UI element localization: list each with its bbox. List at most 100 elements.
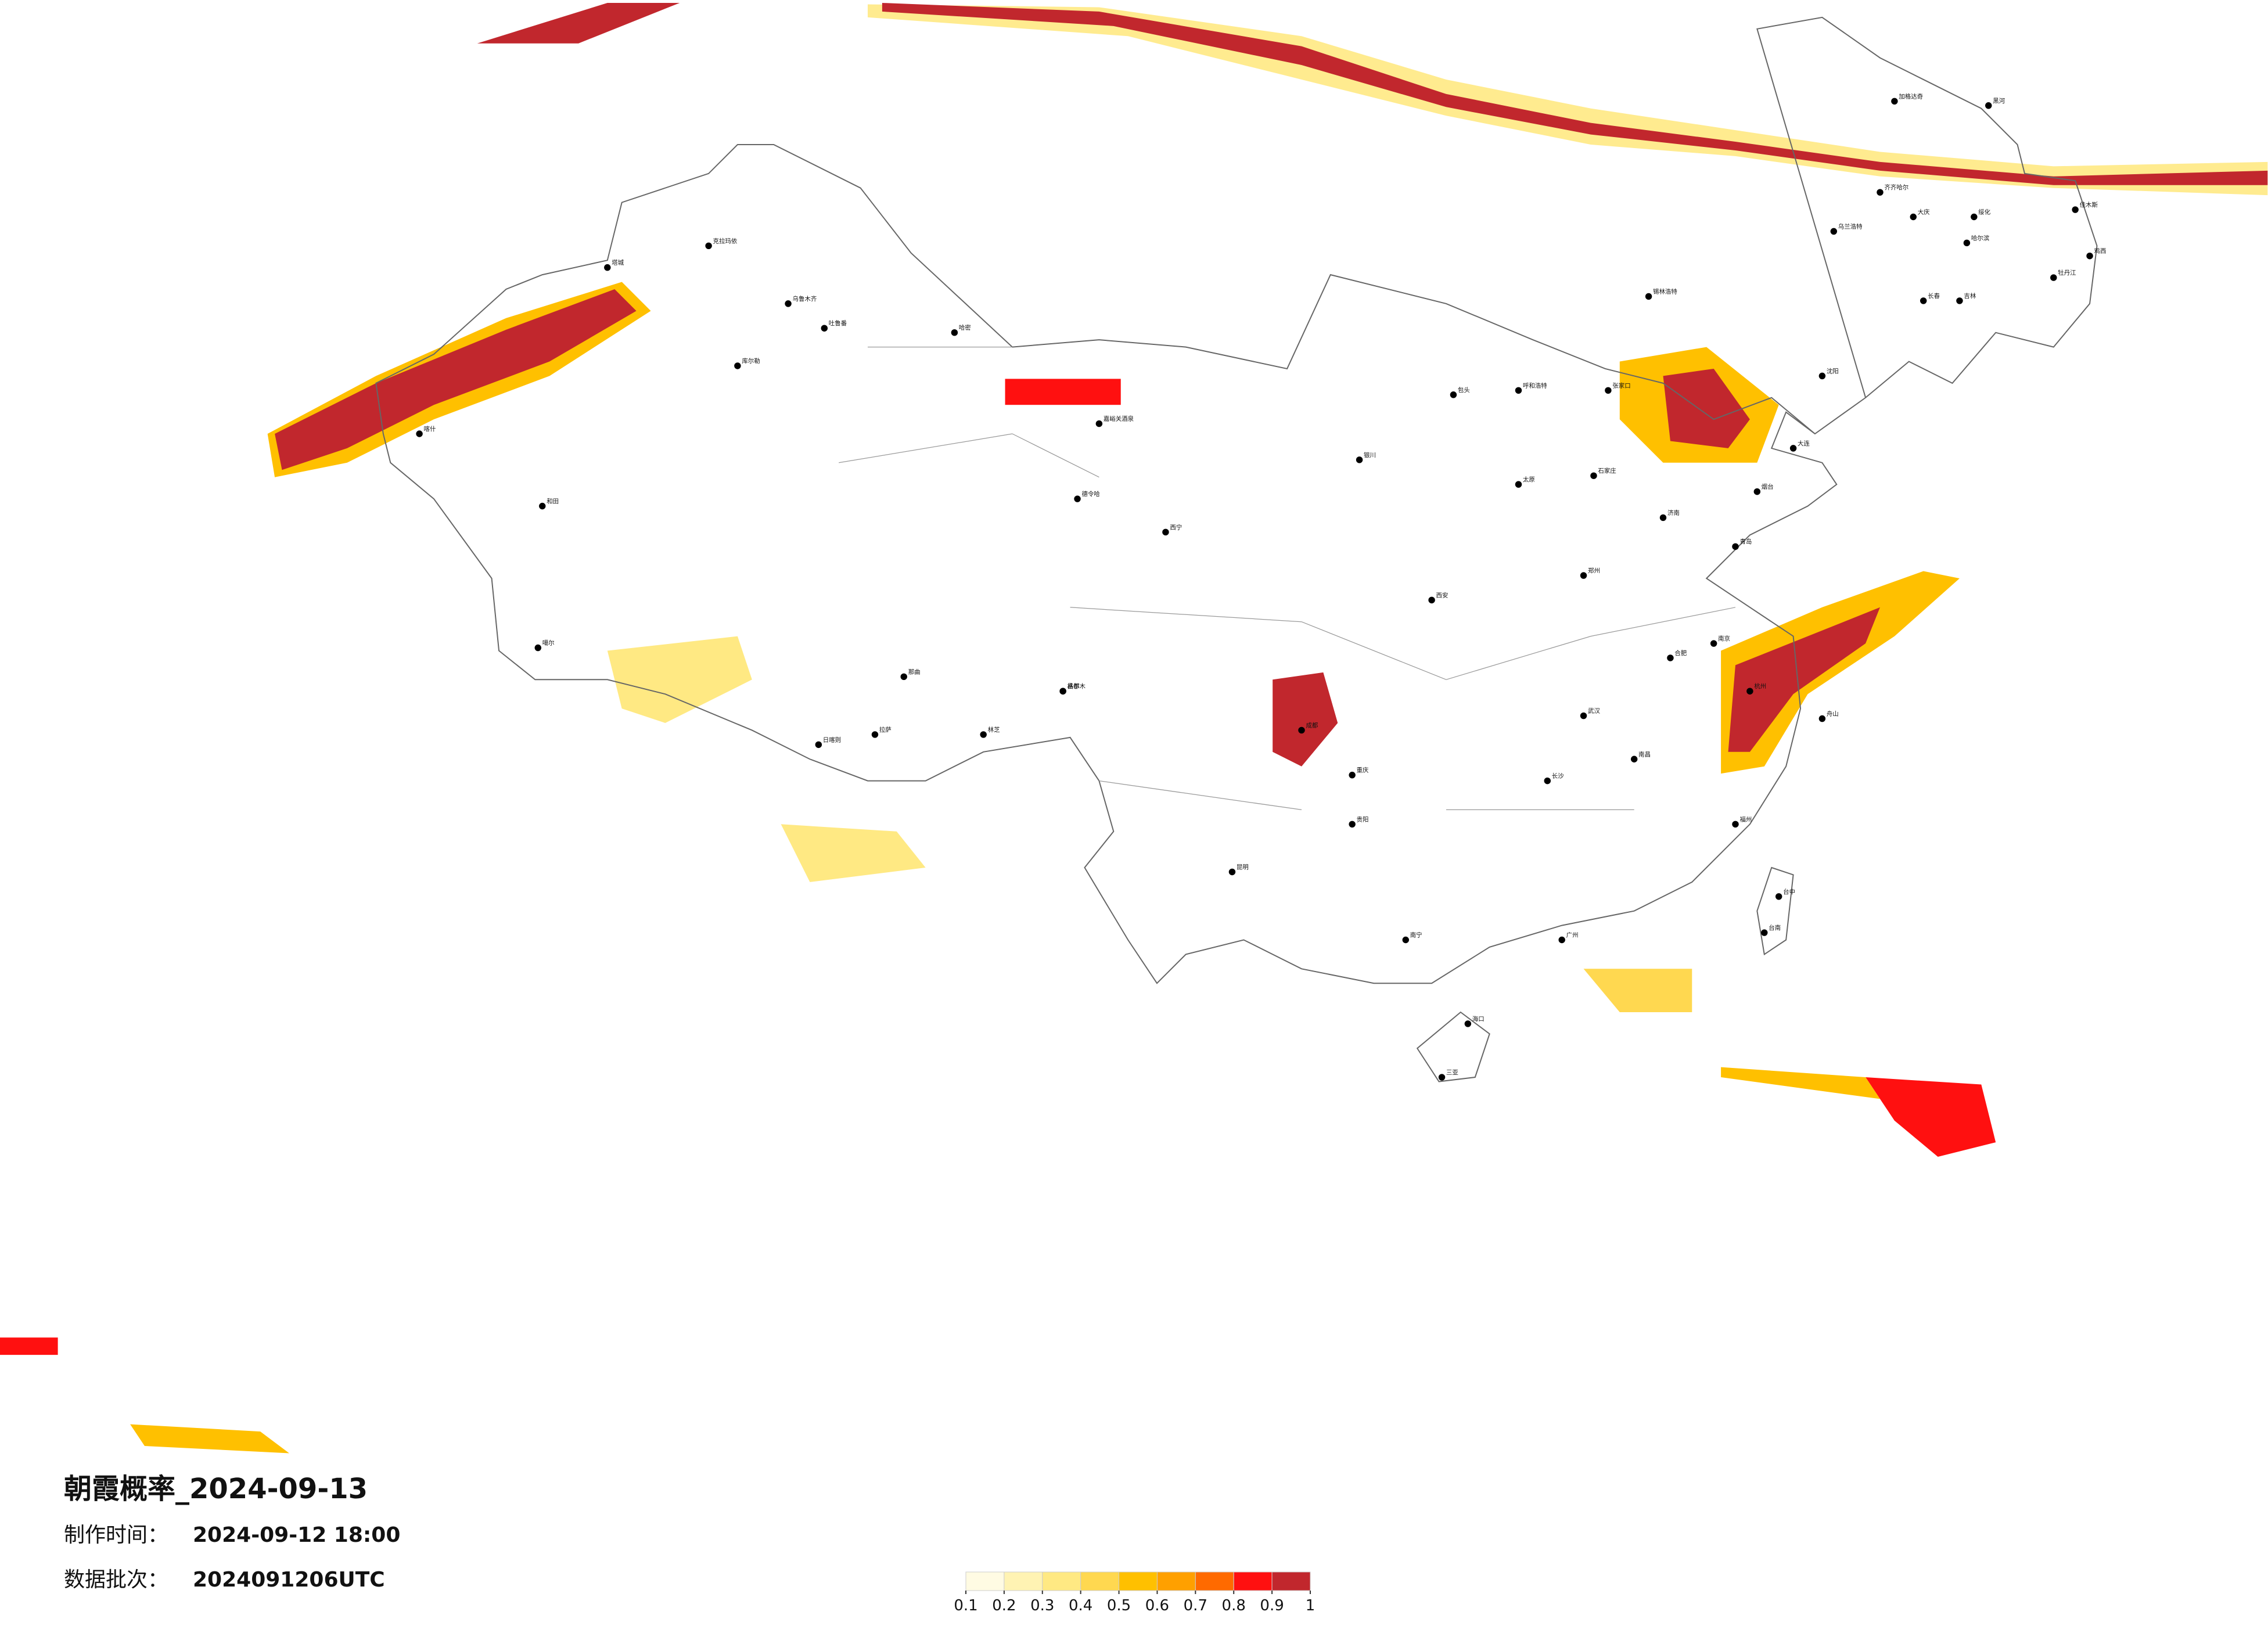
- city-label: 台南: [1769, 924, 1781, 931]
- city-label: 锡林浩特: [1653, 287, 1677, 295]
- city-dot: [1761, 929, 1768, 936]
- city-dot: [1590, 472, 1597, 479]
- colorbar-tick-label: 1: [1306, 1597, 1315, 1614]
- city-label: 大连: [1798, 440, 1810, 447]
- city-dot: [871, 731, 879, 738]
- city-dot: [705, 242, 712, 250]
- city-label: 济南: [1667, 509, 1680, 516]
- city-dot: [1775, 893, 1782, 900]
- city-dot: [1963, 239, 1971, 247]
- city-dot: [2050, 274, 2057, 281]
- city-dot: [1659, 514, 1667, 521]
- city-label: 塔城: [612, 259, 624, 267]
- city-label: 南昌: [1638, 750, 1651, 758]
- colorbar-bin: [1271, 1571, 1311, 1591]
- city-dot: [1910, 213, 1917, 221]
- map-title: 朝霞概率_2024-09-13: [64, 1473, 368, 1505]
- city-label: 拉萨: [879, 726, 892, 733]
- city-label: 海口: [1472, 1015, 1485, 1023]
- island-outline: [1416, 866, 1794, 1082]
- city-dot: [1228, 868, 1236, 876]
- city-dot: [951, 329, 958, 336]
- city-label: 青岛: [1739, 538, 1752, 545]
- city-label: 绥化: [1978, 208, 1990, 216]
- city-dot: [1450, 391, 1457, 398]
- city-label: 沈阳: [1827, 367, 1839, 375]
- city-dot: [1438, 1074, 1446, 1081]
- colorbar-tick-label: 0.1: [954, 1597, 977, 1614]
- colorbar-bin: [1156, 1571, 1196, 1591]
- city-label: 昌都: [1067, 683, 1080, 690]
- city-dot: [416, 430, 423, 437]
- city-dot: [1059, 688, 1066, 695]
- city-dot: [1464, 1020, 1472, 1027]
- city-dot: [1818, 715, 1826, 722]
- city-dot: [1515, 481, 1522, 488]
- city-dot: [1605, 387, 1612, 394]
- city-label: 杭州: [1754, 682, 1766, 690]
- city-dot: [1645, 293, 1652, 300]
- city-label: 乌兰浩特: [1838, 222, 1863, 230]
- city-dot: [534, 644, 542, 652]
- colorbar-bin: [1004, 1571, 1043, 1591]
- colorbar: 0.1 0.2 0.3 0.4 0.5 0.6 0.7 0.8 0.9 1: [954, 1571, 1315, 1614]
- city-label: 南宁: [1410, 931, 1422, 939]
- city-dot: [539, 502, 546, 510]
- probability-field: [0, 2, 2268, 1454]
- colorbar-tick-label: 0.5: [1107, 1597, 1131, 1614]
- city-label: 林芝: [988, 726, 1000, 733]
- city-dot: [900, 673, 907, 681]
- city-label: 吉林: [1964, 292, 1976, 300]
- colorbar-tick-label: 0.9: [1260, 1597, 1284, 1614]
- city-dot: [1710, 640, 1717, 647]
- city-dot: [1920, 297, 1927, 304]
- city-dot: [1789, 445, 1797, 452]
- city-dot: [1746, 688, 1753, 695]
- city-dot: [1818, 372, 1826, 380]
- city-label: 包头: [1458, 386, 1470, 394]
- colorbar-tick-label: 0.8: [1222, 1597, 1246, 1614]
- city-label: 乌鲁木齐: [793, 295, 817, 303]
- city-label: 库尔勒: [742, 357, 760, 365]
- city-label: 烟台: [1762, 483, 1774, 491]
- city-dot: [1162, 528, 1169, 536]
- city-dot: [1891, 98, 1898, 105]
- city-label: 合肥: [1674, 649, 1687, 657]
- city-label: 克拉玛依: [713, 237, 738, 244]
- city-dot: [1877, 189, 1884, 196]
- city-label: 噶尔: [542, 639, 555, 647]
- city-label: 大庆: [1918, 208, 1930, 216]
- city-label: 呼和浩特: [1523, 382, 1547, 389]
- city-label: 郑州: [1588, 567, 1600, 574]
- city-label: 石家庄: [1598, 467, 1616, 474]
- city-label: 齐齐哈尔: [1884, 184, 1908, 191]
- colorbar-tick-label: 0.7: [1184, 1597, 1207, 1614]
- city-label: 黑河: [1993, 98, 2005, 105]
- city-dot: [604, 264, 611, 271]
- city-label: 昆明: [1237, 864, 1249, 870]
- colorbar-bin: [1233, 1571, 1273, 1591]
- city-label: 吐鲁番: [829, 319, 847, 327]
- city-label: 格尔木: [1067, 682, 1086, 690]
- city-dot: [1074, 495, 1081, 502]
- country-outline: [375, 16, 2098, 984]
- city-dot: [1515, 387, 1522, 394]
- city-dot: [1349, 771, 1356, 779]
- city-dot: [1349, 821, 1356, 828]
- city-label: 日喀则: [823, 736, 841, 743]
- city-label: 长春: [1928, 293, 1940, 300]
- city-dot: [821, 325, 828, 332]
- city-label: 那曲: [908, 668, 921, 675]
- city-dot: [1428, 596, 1435, 604]
- city-dot: [1830, 228, 1838, 235]
- city-dot: [1356, 456, 1363, 463]
- city-label: 鸡西: [2094, 247, 2107, 255]
- city-label: 西宁: [1170, 523, 1182, 531]
- city-dot: [1298, 726, 1305, 734]
- city-dot: [1732, 543, 1739, 550]
- city-dot: [1558, 936, 1565, 944]
- city-label: 贵阳: [1357, 815, 1369, 823]
- city-dot: [1630, 756, 1638, 762]
- city-dot: [1971, 213, 1978, 221]
